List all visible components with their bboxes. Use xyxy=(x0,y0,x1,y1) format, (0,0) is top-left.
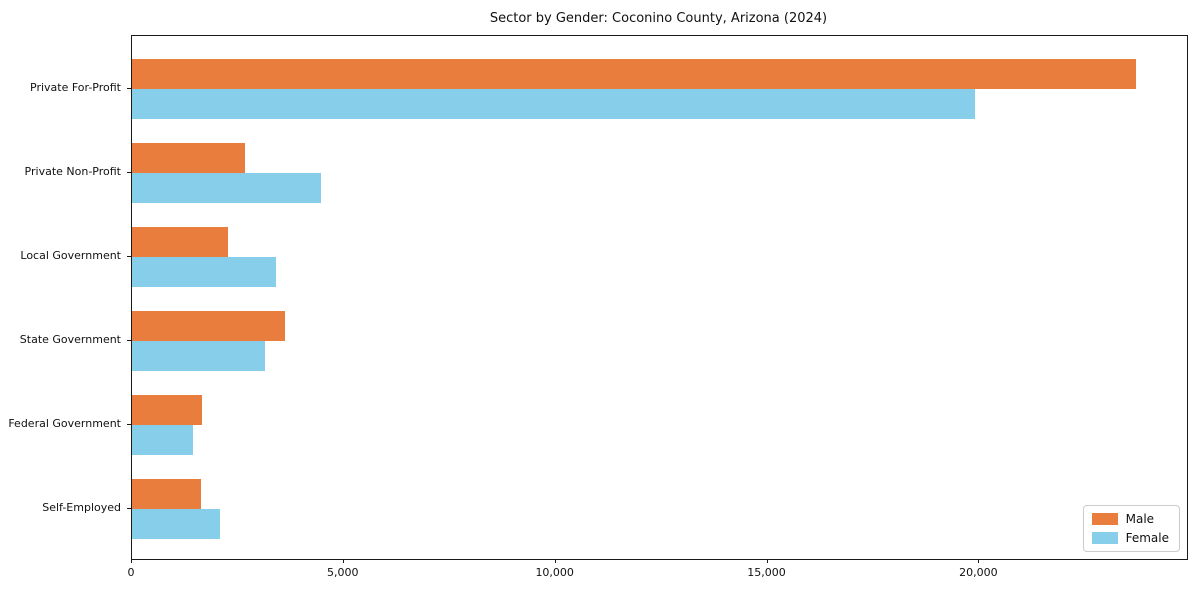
bar-male-self-employed xyxy=(132,479,202,509)
xtick-mark-15-000 xyxy=(766,559,768,563)
xtick-mark-20-000 xyxy=(978,559,980,563)
xtick-label-0: 0 xyxy=(127,566,135,579)
xtick-mark-0 xyxy=(131,559,132,563)
xtick-label-20-000: 20,000 xyxy=(959,566,998,579)
bar-male-local-government xyxy=(132,227,229,257)
bar-female-local-government xyxy=(132,257,277,287)
ytick-label-private-non-profit: Private Non-Profit xyxy=(24,165,121,178)
legend-label-male: Male xyxy=(1125,512,1155,526)
ytick-mark-federal-government xyxy=(127,424,131,425)
bar-male-private-for-profit xyxy=(132,59,1137,89)
bar-female-state-government xyxy=(132,341,265,371)
legend-swatch-female xyxy=(1091,532,1118,544)
chart-title: Sector by Gender: Coconino County, Arizo… xyxy=(489,11,828,26)
bar-female-private-for-profit xyxy=(132,89,976,119)
plot-area: Male Female xyxy=(131,35,1188,560)
ytick-label-federal-government: Federal Government xyxy=(8,417,121,430)
bar-female-self-employed xyxy=(132,509,221,539)
ytick-mark-private-for-profit xyxy=(127,88,131,89)
xtick-mark-5-000 xyxy=(342,559,344,563)
ytick-mark-state-government xyxy=(127,340,131,341)
ytick-label-self-employed: Self-Employed xyxy=(42,501,121,514)
xtick-label-15-000: 15,000 xyxy=(747,566,786,579)
legend-label-female: Female xyxy=(1125,531,1169,545)
legend-entry-male: Male xyxy=(1091,512,1169,526)
ytick-mark-local-government xyxy=(127,256,131,257)
legend: Male Female xyxy=(1082,505,1180,552)
ytick-mark-private-non-profit xyxy=(127,172,131,173)
bar-male-federal-government xyxy=(132,395,202,425)
bar-female-federal-government xyxy=(132,425,193,455)
bar-female-private-non-profit xyxy=(132,173,321,203)
bar-male-private-non-profit xyxy=(132,143,246,173)
bar-male-state-government xyxy=(132,311,285,341)
xtick-label-10-000: 10,000 xyxy=(535,566,574,579)
ytick-label-private-for-profit: Private For-Profit xyxy=(30,81,121,94)
xtick-mark-10-000 xyxy=(554,559,556,563)
legend-swatch-male xyxy=(1091,513,1118,525)
ytick-label-local-government: Local Government xyxy=(20,249,121,262)
ytick-label-state-government: State Government xyxy=(19,333,121,346)
legend-entry-female: Female xyxy=(1091,531,1169,545)
xtick-label-5-000: 5,000 xyxy=(327,566,359,579)
ytick-mark-self-employed xyxy=(127,508,131,509)
